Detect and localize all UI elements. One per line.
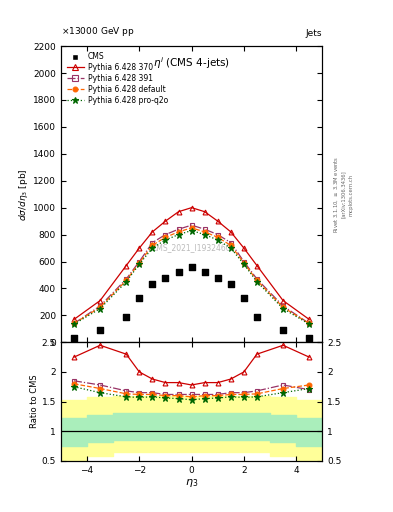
CMS bbox=[228, 280, 234, 288]
Pythia 6.428 pro-q2o bbox=[150, 245, 155, 251]
CMS bbox=[202, 268, 208, 276]
CMS bbox=[162, 273, 169, 282]
Pythia 6.428 default bbox=[202, 229, 207, 235]
CMS bbox=[136, 294, 142, 302]
Pythia 6.428 370 bbox=[189, 205, 194, 211]
CMS bbox=[97, 326, 103, 334]
Line: Pythia 6.428 391: Pythia 6.428 391 bbox=[72, 223, 312, 326]
Pythia 6.428 pro-q2o bbox=[215, 237, 220, 243]
X-axis label: $\eta_3$: $\eta_3$ bbox=[185, 477, 198, 489]
Pythia 6.428 default bbox=[124, 278, 129, 284]
Legend: CMS, Pythia 6.428 370, Pythia 6.428 391, Pythia 6.428 default, Pythia 6.428 pro-: CMS, Pythia 6.428 370, Pythia 6.428 391,… bbox=[65, 50, 170, 107]
Pythia 6.428 pro-q2o bbox=[137, 261, 141, 267]
Text: $\eta^{i}$ (CMS 4-jets): $\eta^{i}$ (CMS 4-jets) bbox=[153, 55, 230, 71]
Pythia 6.428 default bbox=[255, 278, 259, 284]
Pythia 6.428 391 bbox=[241, 259, 246, 265]
CMS bbox=[306, 334, 312, 343]
Y-axis label: Ratio to CMS: Ratio to CMS bbox=[30, 375, 39, 429]
Y-axis label: $d\sigma/d\eta_3$ [pb]: $d\sigma/d\eta_3$ [pb] bbox=[17, 168, 30, 221]
Pythia 6.428 370 bbox=[163, 218, 168, 224]
Pythia 6.428 default bbox=[137, 260, 141, 266]
Pythia 6.428 391 bbox=[176, 226, 181, 232]
Line: Pythia 6.428 default: Pythia 6.428 default bbox=[72, 225, 312, 326]
Pythia 6.428 391 bbox=[72, 321, 76, 327]
Pythia 6.428 default bbox=[307, 321, 312, 327]
Pythia 6.428 default bbox=[241, 260, 246, 266]
Pythia 6.428 391 bbox=[281, 303, 285, 309]
Pythia 6.428 370 bbox=[281, 297, 285, 304]
Pythia 6.428 391 bbox=[189, 222, 194, 228]
CMS bbox=[241, 294, 247, 302]
Pythia 6.428 default bbox=[98, 304, 103, 310]
Pythia 6.428 391 bbox=[228, 240, 233, 246]
Pythia 6.428 370 bbox=[202, 208, 207, 215]
CMS bbox=[215, 273, 221, 282]
Pythia 6.428 391 bbox=[255, 276, 259, 282]
Pythia 6.428 pro-q2o bbox=[255, 279, 259, 285]
Pythia 6.428 370 bbox=[241, 245, 246, 251]
Pythia 6.428 pro-q2o bbox=[98, 306, 103, 312]
Pythia 6.428 391 bbox=[202, 226, 207, 232]
Pythia 6.428 391 bbox=[307, 321, 312, 327]
Text: Jets: Jets bbox=[306, 29, 322, 38]
Pythia 6.428 default bbox=[189, 225, 194, 231]
CMS bbox=[280, 326, 286, 334]
Pythia 6.428 pro-q2o bbox=[176, 231, 181, 238]
Pythia 6.428 391 bbox=[215, 231, 220, 238]
CMS bbox=[149, 280, 156, 288]
Pythia 6.428 default bbox=[176, 229, 181, 235]
Pythia 6.428 391 bbox=[98, 303, 103, 309]
Text: Rivet 3.1.10, $\geq$ 3.3M events: Rivet 3.1.10, $\geq$ 3.3M events bbox=[332, 156, 340, 233]
Line: Pythia 6.428 370: Pythia 6.428 370 bbox=[72, 205, 312, 322]
Pythia 6.428 default bbox=[215, 234, 220, 240]
Text: CMS_2021_I1932460: CMS_2021_I1932460 bbox=[152, 243, 231, 252]
Pythia 6.428 pro-q2o bbox=[281, 306, 285, 312]
Line: Pythia 6.428 pro-q2o: Pythia 6.428 pro-q2o bbox=[71, 227, 312, 327]
Pythia 6.428 pro-q2o bbox=[228, 245, 233, 251]
Pythia 6.428 370 bbox=[215, 218, 220, 224]
Pythia 6.428 370 bbox=[228, 229, 233, 235]
Pythia 6.428 370 bbox=[255, 263, 259, 269]
Pythia 6.428 370 bbox=[176, 208, 181, 215]
Pythia 6.428 pro-q2o bbox=[72, 321, 76, 327]
Pythia 6.428 391 bbox=[137, 259, 141, 265]
Pythia 6.428 default bbox=[72, 321, 76, 327]
Text: $\times$13000 GeV pp: $\times$13000 GeV pp bbox=[61, 26, 134, 38]
Pythia 6.428 370 bbox=[137, 245, 141, 251]
Pythia 6.428 370 bbox=[98, 297, 103, 304]
Pythia 6.428 pro-q2o bbox=[124, 279, 129, 285]
Pythia 6.428 391 bbox=[124, 276, 129, 282]
CMS bbox=[189, 263, 195, 271]
Pythia 6.428 default bbox=[163, 234, 168, 240]
CMS bbox=[71, 334, 77, 343]
Pythia 6.428 370 bbox=[307, 316, 312, 323]
Pythia 6.428 370 bbox=[150, 229, 155, 235]
Pythia 6.428 default bbox=[150, 242, 155, 248]
CMS bbox=[175, 268, 182, 276]
Pythia 6.428 pro-q2o bbox=[307, 321, 312, 327]
Pythia 6.428 pro-q2o bbox=[202, 231, 207, 238]
Text: mcplots.cern.ch: mcplots.cern.ch bbox=[349, 174, 354, 216]
Text: [arXiv:1306.3436]: [arXiv:1306.3436] bbox=[341, 170, 346, 219]
Pythia 6.428 default bbox=[281, 304, 285, 310]
Pythia 6.428 370 bbox=[72, 316, 76, 323]
Pythia 6.428 pro-q2o bbox=[241, 261, 246, 267]
CMS bbox=[123, 313, 129, 321]
Pythia 6.428 pro-q2o bbox=[189, 227, 194, 233]
Pythia 6.428 default bbox=[228, 242, 233, 248]
Pythia 6.428 pro-q2o bbox=[163, 237, 168, 243]
CMS bbox=[254, 313, 260, 321]
Pythia 6.428 370 bbox=[124, 263, 129, 269]
Pythia 6.428 391 bbox=[163, 231, 168, 238]
Pythia 6.428 391 bbox=[150, 240, 155, 246]
